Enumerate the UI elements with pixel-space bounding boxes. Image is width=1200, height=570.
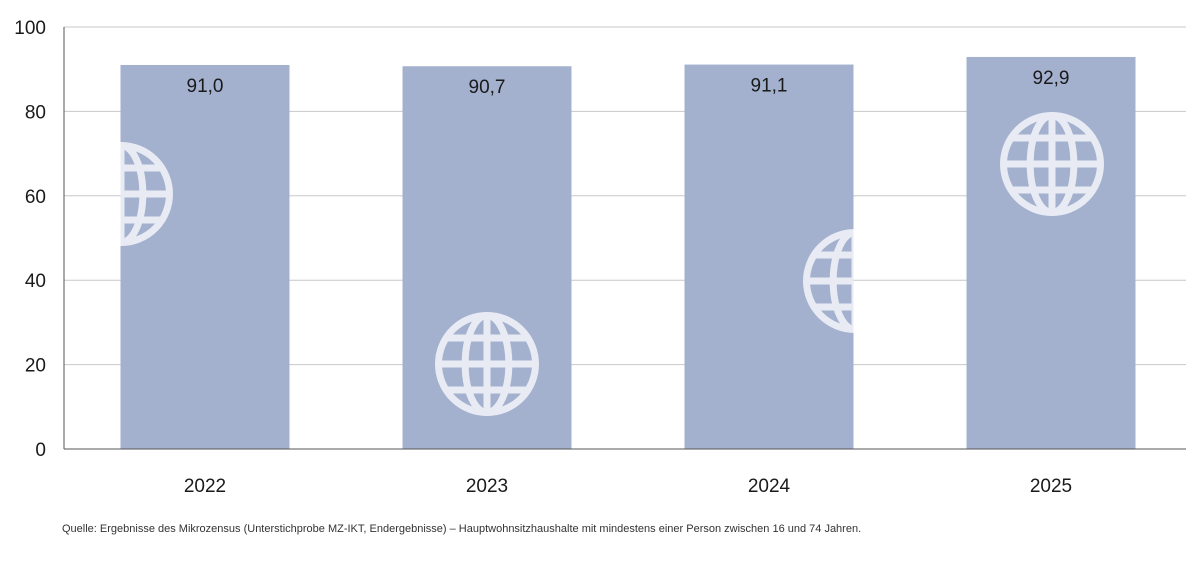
x-tick-label: 2025 bbox=[1030, 476, 1072, 497]
x-tick-label: 2022 bbox=[184, 476, 226, 497]
data-label: 90,7 bbox=[469, 77, 506, 98]
y-tick-label: 80 bbox=[25, 102, 46, 123]
y-tick-label: 100 bbox=[14, 18, 46, 39]
globe-decorations bbox=[120, 112, 1104, 416]
x-tick-label: 2024 bbox=[748, 476, 791, 497]
data-label: 92,9 bbox=[1033, 68, 1070, 89]
bars bbox=[120, 56, 1136, 450]
axes bbox=[63, 27, 1186, 450]
y-tick-label: 40 bbox=[25, 271, 46, 292]
bar-2022 bbox=[120, 64, 290, 449]
source-note: Quelle: Ergebnisse des Mikrozensus (Unte… bbox=[62, 523, 862, 535]
data-label: 91,0 bbox=[187, 76, 224, 97]
globe-icon bbox=[120, 142, 173, 246]
globe-icon bbox=[435, 312, 539, 416]
y-tick-label: 60 bbox=[25, 187, 46, 208]
globe-icon bbox=[803, 229, 854, 333]
data-label: 91,1 bbox=[751, 76, 788, 97]
bar-chart: 0 20 40 60 80 100 91,0 2022 90,7 2023 91,1 2024 92,9… bbox=[14, 18, 1186, 497]
x-tick-label: 2023 bbox=[466, 476, 508, 497]
y-tick-label: 0 bbox=[35, 440, 46, 461]
y-tick-label: 20 bbox=[25, 356, 46, 377]
globe-icon bbox=[1000, 112, 1104, 216]
labels: 0 20 40 60 80 100 91,0 2022 90,7 2023 91,1 2024 92,9… bbox=[14, 18, 1072, 497]
